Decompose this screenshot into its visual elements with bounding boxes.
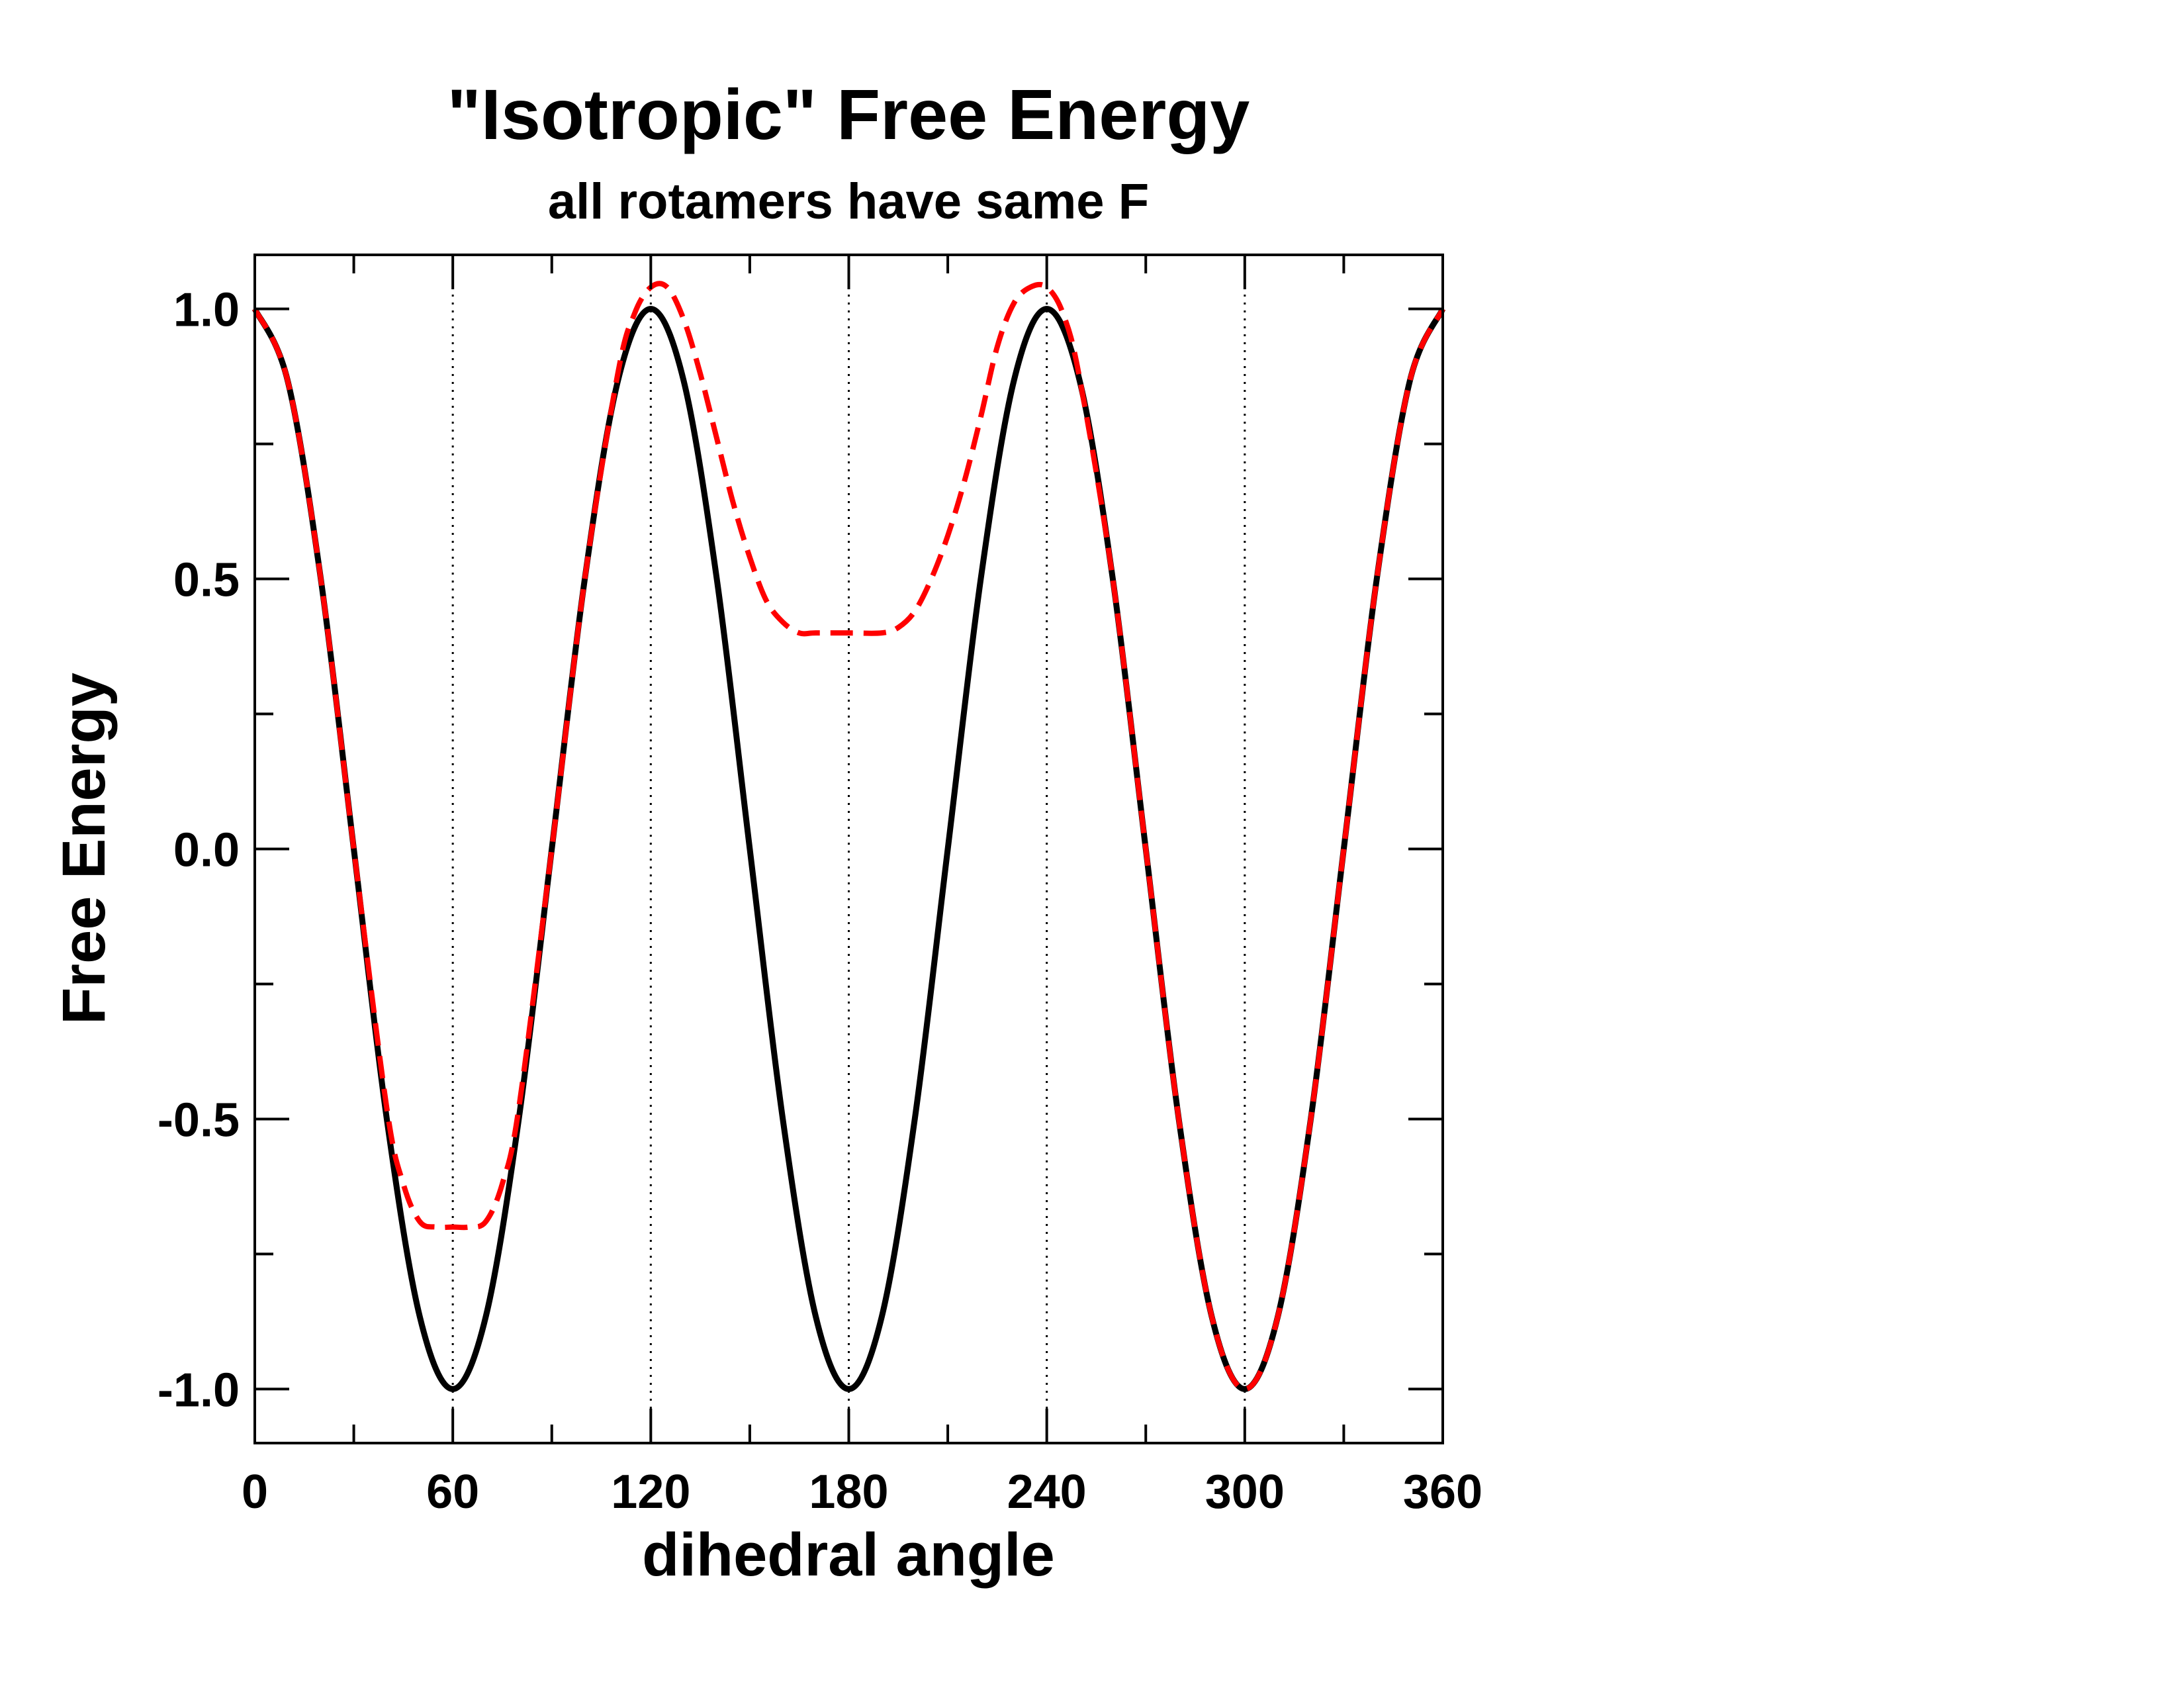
axis-ticks [253,255,1444,1443]
x-tick-label: 300 [1205,1466,1285,1519]
y-tick-label: -0.5 [158,1094,240,1147]
x-tick-label: 120 [611,1466,690,1519]
y-tick-labels: -1.0 -0.5 0.0 0.5 1.0 [158,284,240,1417]
series-line-1 [251,306,1446,1392]
y-tick-label: -1.0 [158,1364,240,1417]
x-tick-label: 0 [242,1466,268,1519]
x-tick-label: 180 [809,1466,888,1519]
chart-title: "Isotropic" Free Energy [447,74,1250,154]
x-tick-label: 360 [1403,1466,1482,1519]
plot-frame [253,254,1444,1444]
x-axis-label: dihedral angle [642,1521,1055,1589]
x-tick-label: 60 [426,1466,479,1519]
reference-lines [451,255,1246,1443]
x-tick-labels: 0 60 120 180 240 300 360 [242,1466,1482,1519]
y-tick-label: 0.0 [173,824,240,877]
series-line-2 [252,281,1445,1392]
y-tick-label: 0.5 [173,554,240,607]
chart-subtitle: all rotamers have same F [548,173,1149,230]
y-axis-label: Free Energy [50,673,118,1025]
y-tick-label: 1.0 [173,284,240,337]
series-layer [251,281,1446,1392]
x-tick-label: 240 [1007,1466,1087,1519]
